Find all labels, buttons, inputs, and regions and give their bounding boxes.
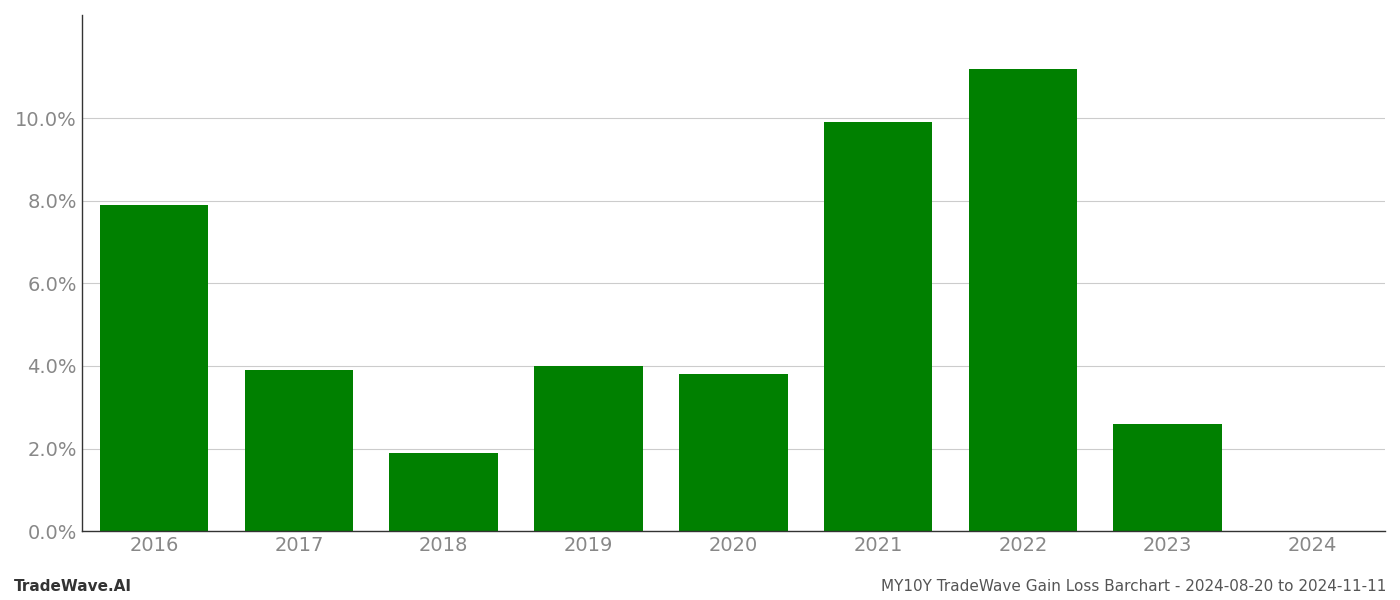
Bar <box>1113 424 1222 531</box>
Bar <box>823 122 932 531</box>
Bar <box>679 374 788 531</box>
Bar <box>969 68 1077 531</box>
Bar <box>389 452 498 531</box>
Text: MY10Y TradeWave Gain Loss Barchart - 2024-08-20 to 2024-11-11: MY10Y TradeWave Gain Loss Barchart - 202… <box>881 579 1386 594</box>
Text: TradeWave.AI: TradeWave.AI <box>14 579 132 594</box>
Bar <box>99 205 209 531</box>
Bar <box>535 366 643 531</box>
Bar <box>245 370 353 531</box>
